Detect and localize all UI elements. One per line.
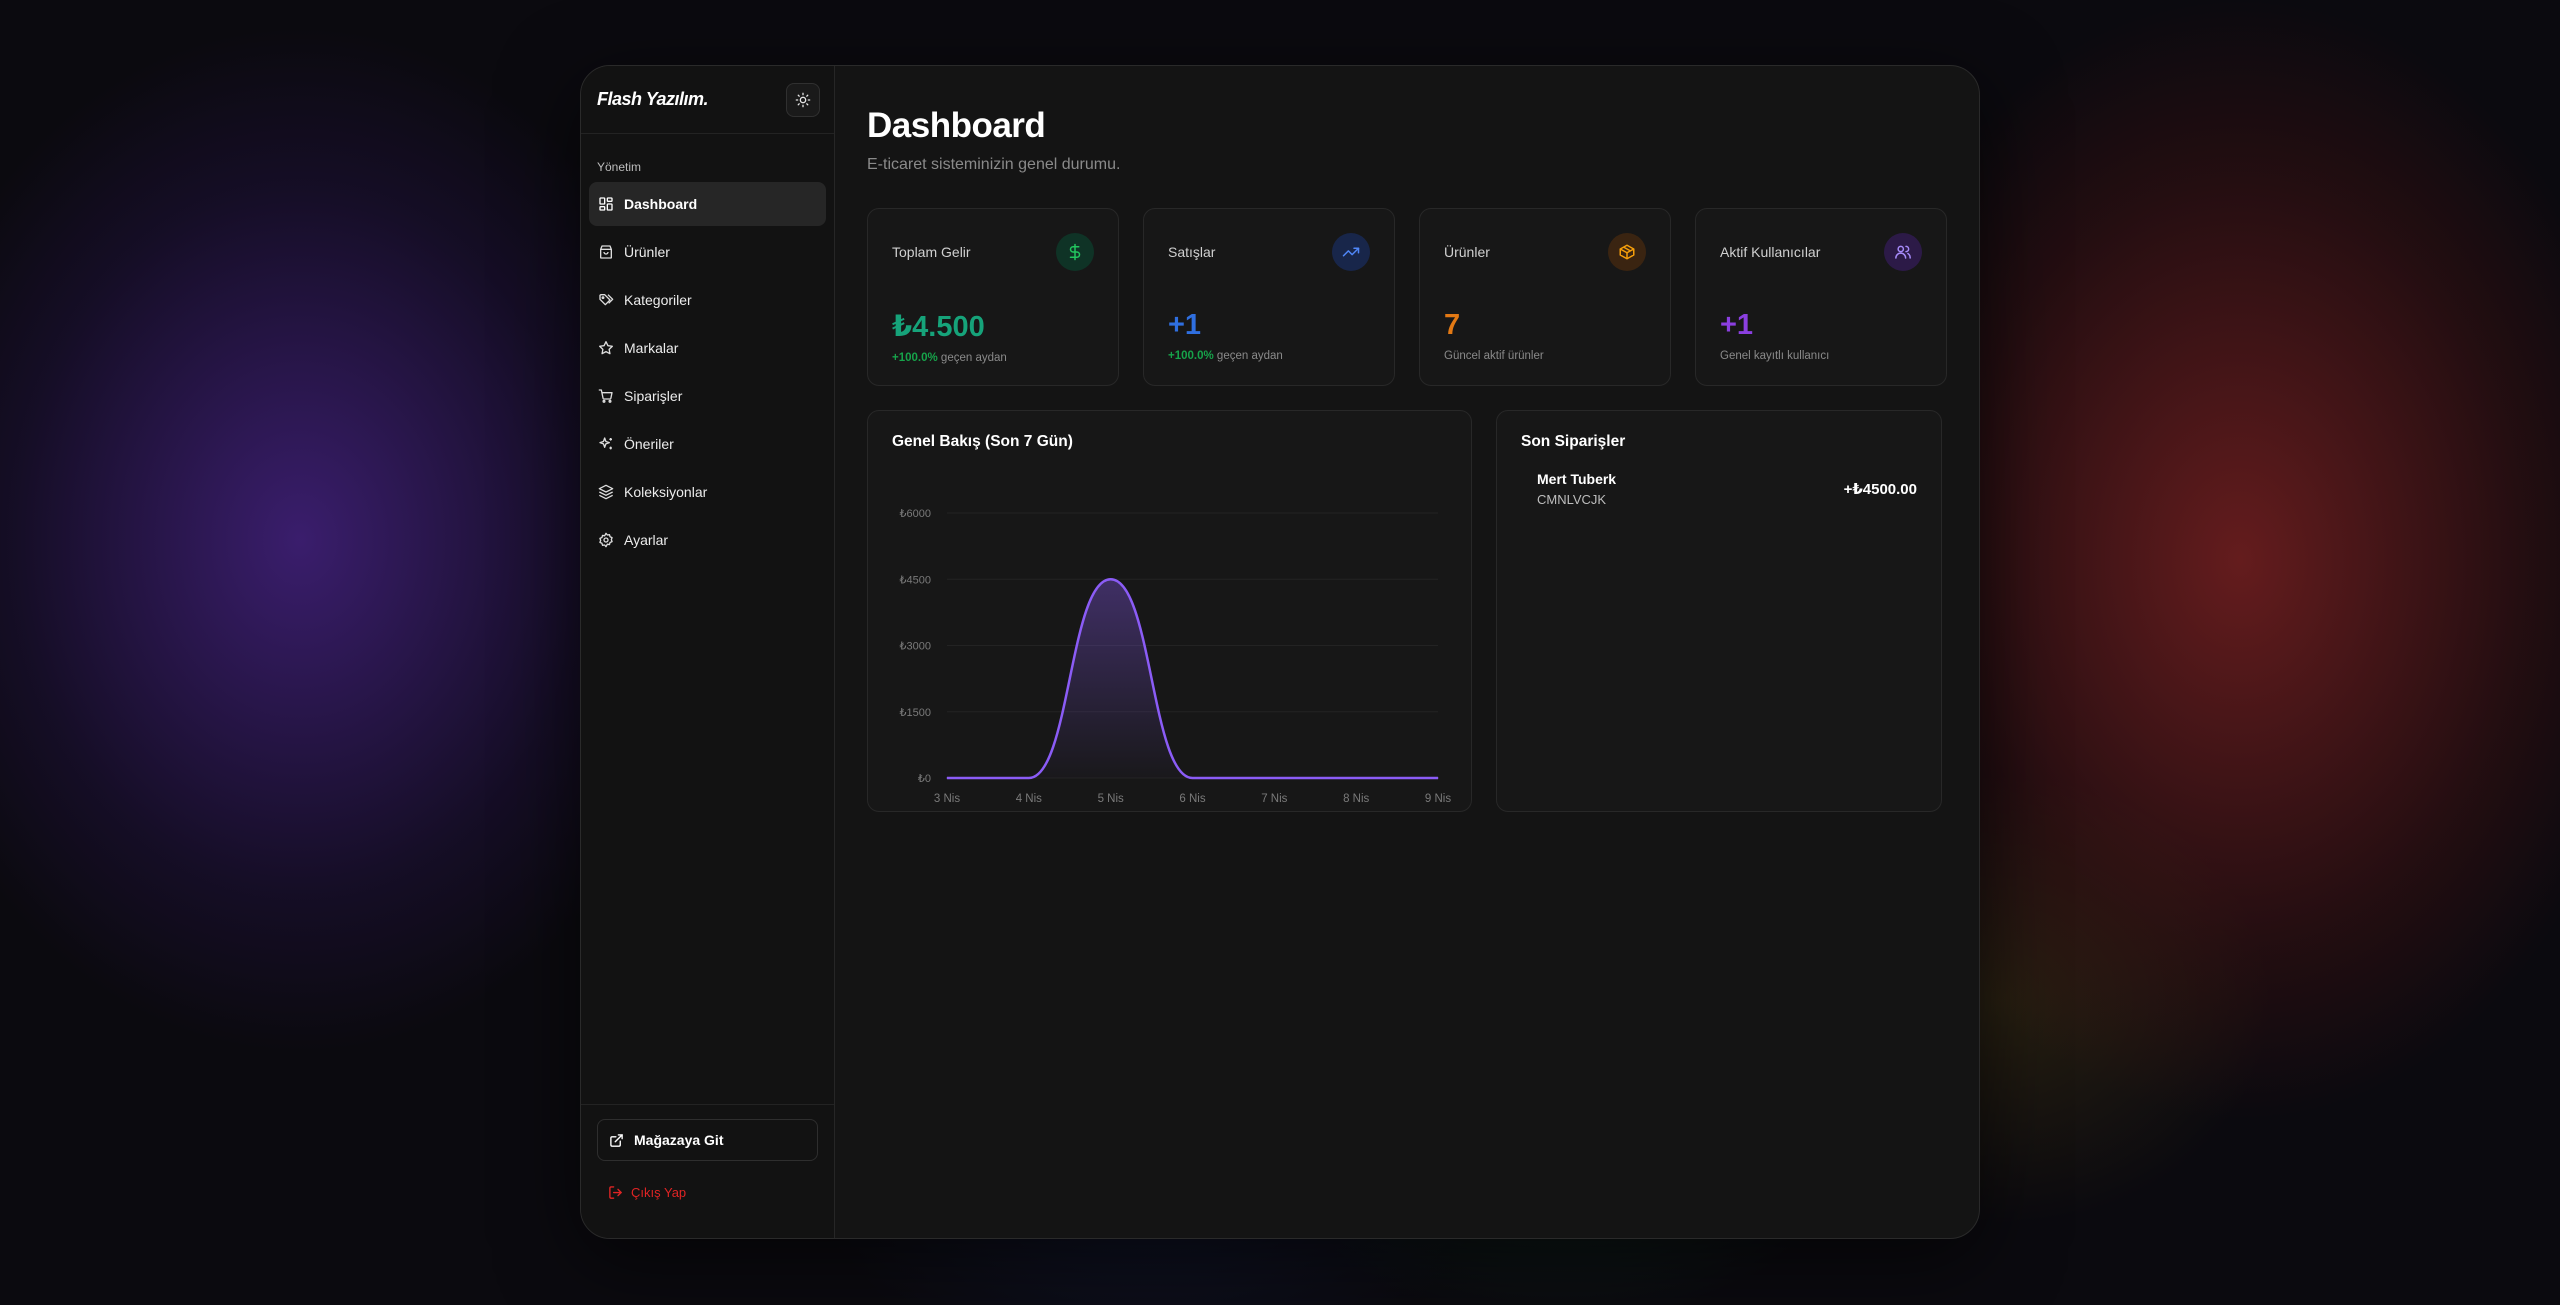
stat-card-sales: Satışlar +1 +100.0% geçen aydan	[1143, 208, 1395, 386]
dollar-icon	[1056, 233, 1094, 271]
sidebar-item-label: Kategoriler	[624, 292, 692, 308]
sidebar-nav: Dashboard Ürünler Kategoriler Markalar S…	[581, 182, 834, 562]
page-title: Dashboard	[867, 106, 1046, 145]
sidebar-item-recommendations[interactable]: Öneriler	[589, 422, 826, 466]
series-area	[947, 579, 1438, 778]
sun-icon	[795, 92, 811, 107]
data-point	[1028, 777, 1030, 779]
trending-up-icon	[1332, 233, 1370, 271]
logout-button[interactable]: Çıkış Yap	[597, 1185, 818, 1200]
y-tick-label: ₺6000	[900, 508, 931, 520]
x-tick-label: 4 Nis	[1016, 793, 1042, 805]
sidebar-item-collections[interactable]: Koleksiyonlar	[589, 470, 826, 514]
sidebar-item-label: Öneriler	[624, 436, 674, 452]
stat-value: +1	[1168, 309, 1202, 341]
y-tick-label: ₺0	[918, 773, 931, 785]
brand-logo: Flash Yazılım.	[597, 89, 709, 109]
order-code: CMNLVCJK	[1537, 492, 1607, 507]
order-row[interactable]: Mert Tuberk CMNLVCJK +₺4500.00	[1521, 471, 1917, 507]
theme-toggle-button[interactable]	[786, 82, 820, 117]
stat-change: +100.0%	[1168, 350, 1214, 362]
sidebar-item-dashboard[interactable]: Dashboard	[589, 182, 826, 226]
y-tick-label: ₺4500	[900, 574, 931, 586]
sidebar: Flash Yazılım. Yönetim Dashboard Ürünler…	[581, 66, 835, 1238]
stat-label: Ürünler	[1444, 244, 1490, 260]
x-tick-label: 6 Nis	[1179, 793, 1205, 805]
y-tick-label: ₺1500	[900, 707, 931, 719]
layers-icon	[598, 484, 614, 500]
bag-icon	[600, 245, 612, 259]
stat-card-revenue: Toplam Gelir ₺4.500 +100.0% geçen aydan	[867, 208, 1119, 386]
x-tick-label: 5 Nis	[1098, 793, 1124, 805]
data-point	[946, 777, 948, 779]
brand-header: Flash Yazılım.	[581, 66, 834, 134]
sidebar-item-label: Dashboard	[624, 196, 698, 212]
sidebar-item-label: Ayarlar	[624, 532, 669, 548]
stat-footnote: Güncel aktif ürünler	[1444, 350, 1544, 362]
go-to-store-label: Mağazaya Git	[634, 1132, 724, 1148]
sidebar-item-label: Koleksiyonlar	[624, 484, 708, 500]
stats-row: Toplam Gelir ₺4.500 +100.0% geçen aydan …	[867, 208, 1947, 386]
series-line	[946, 577, 1438, 780]
sidebar-item-settings[interactable]: Ayarlar	[589, 518, 826, 562]
stat-label: Toplam Gelir	[892, 244, 971, 260]
overview-area-chart: ₺0 ₺1500 ₺3000 ₺4500 ₺6000 3 Nis 4 Nis 5 Nis 6 N…	[900, 508, 1452, 805]
sidebar-item-label: Markalar	[624, 340, 679, 356]
logout-label: Çıkış Yap	[631, 1185, 687, 1200]
sidebar-item-label: Ürünler	[624, 244, 670, 260]
stat-value: ₺4.500	[892, 311, 985, 343]
app-window: Flash Yazılım. Yönetim Dashboard Ürünler…	[580, 65, 1980, 1239]
sidebar-item-brands[interactable]: Markalar	[589, 326, 826, 370]
sidebar-item-label: Siparişler	[624, 388, 683, 404]
x-tick-label: 9 Nis	[1425, 793, 1451, 805]
users-icon	[1884, 233, 1922, 271]
content-row: Genel Bakış (Son 7 Gün) ₺0 ₺1500 ₺3000 ₺450…	[867, 410, 1947, 812]
go-to-store-button[interactable]: Mağazaya Git	[597, 1119, 818, 1161]
logout-icon	[609, 1186, 622, 1199]
tags-icon	[599, 293, 614, 306]
sidebar-section-label: Yönetim	[597, 160, 642, 174]
stat-card-products: Ürünler 7 Güncel aktif ürünler	[1419, 208, 1671, 386]
sidebar-footer: Mağazaya Git Çıkış Yap	[581, 1104, 834, 1238]
stat-value: +1	[1720, 309, 1754, 341]
sidebar-item-products[interactable]: Ürünler	[589, 230, 826, 274]
stat-footnote: Genel kayıtlı kullanıcı	[1720, 350, 1830, 362]
external-link-icon	[610, 1133, 623, 1147]
stat-change: +100.0%	[892, 352, 938, 364]
stat-footnote-text: geçen aydan	[937, 352, 1007, 364]
data-point	[1192, 777, 1193, 779]
stat-value: 7	[1444, 309, 1461, 341]
overview-chart-card: Genel Bakış (Son 7 Gün) ₺0 ₺1500 ₺3000 ₺450…	[867, 410, 1472, 812]
stat-footnote-text: geçen aydan	[1213, 350, 1283, 362]
x-tick-label: 7 Nis	[1261, 793, 1287, 805]
order-customer-name: Mert Tuberk	[1537, 471, 1617, 487]
recent-orders-title: Son Siparişler	[1521, 433, 1626, 450]
y-tick-label: ₺3000	[900, 641, 931, 653]
data-point	[1110, 578, 1112, 580]
stat-footnote: +100.0% geçen aydan	[892, 352, 1094, 364]
x-tick-label: 8 Nis	[1343, 793, 1369, 805]
data-point	[1273, 777, 1275, 779]
data-point	[1355, 777, 1357, 779]
gear-icon	[599, 532, 613, 548]
stat-card-active-users: Aktif Kullanıcılar +1 Genel kayıtlı kull…	[1695, 208, 1947, 386]
chart-title: Genel Bakış (Son 7 Gün)	[892, 433, 1073, 450]
star-icon	[599, 341, 613, 355]
recent-orders-card: Son Siparişler Mert Tuberk CMNLVCJK +₺45…	[1496, 410, 1942, 812]
order-amount: +₺4500.00	[1843, 481, 1917, 498]
main-content: Dashboard E-ticaret sisteminizin genel d…	[835, 66, 1979, 1238]
stat-footnote: +100.0% geçen aydan	[1168, 350, 1370, 362]
box-icon	[1608, 233, 1646, 271]
page-subtitle: E-ticaret sisteminizin genel durumu.	[867, 156, 1121, 173]
grid-icon	[599, 197, 613, 211]
stat-label: Satışlar	[1168, 244, 1216, 260]
stat-label: Aktif Kullanıcılar	[1720, 244, 1821, 260]
data-point	[1437, 777, 1439, 779]
x-tick-label: 3 Nis	[934, 793, 960, 805]
cart-icon	[598, 389, 613, 403]
sparkles-icon	[599, 437, 612, 450]
sidebar-item-orders[interactable]: Siparişler	[589, 374, 826, 418]
sidebar-item-categories[interactable]: Kategoriler	[589, 278, 826, 322]
